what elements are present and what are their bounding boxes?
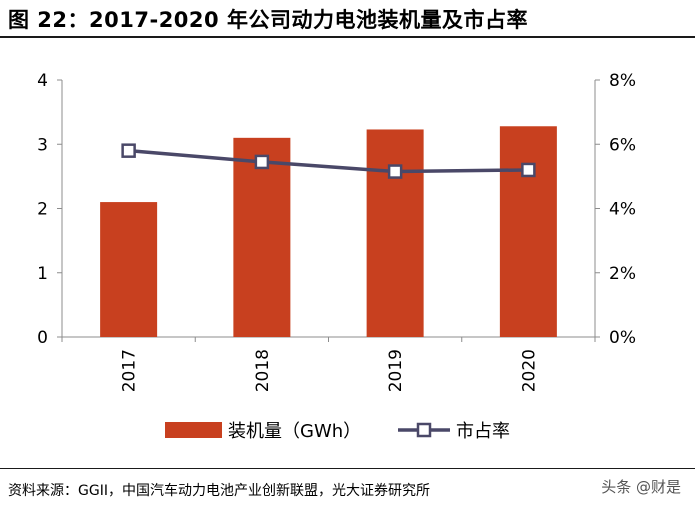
left-tick-label: 2 [37, 200, 48, 220]
bar-2020 [499, 126, 557, 337]
left-tick-label: 1 [37, 264, 48, 284]
legend-bar-label: 装机量（GWh） [228, 421, 361, 442]
x-tick-label-2019: 2019 [386, 349, 406, 392]
combo-chart: 0 1 2 3 4 0% 2% 4% 6% 8% 2017 2018 2019 2020 装机量（GWh… [37, 71, 636, 442]
legend-line-label: 市占率 [456, 421, 510, 442]
left-tick-label: 4 [37, 71, 48, 91]
legend-bar-swatch [165, 422, 222, 438]
source-rule [0, 468, 695, 469]
share-line [128, 148, 529, 174]
x-tick-labels: 2017 2018 2019 2020 [120, 349, 540, 392]
line-series [121, 143, 536, 179]
source-note: 资料来源：GGII，中国汽车动力电池产业创新联盟，光大证券研究所 [8, 483, 430, 499]
left-tick-label: 0 [37, 328, 48, 348]
figure-title: 图 22：2017-2020 年公司动力电池装机量及市占率 [8, 8, 528, 32]
right-tick-label: 4% [609, 200, 636, 220]
x-tick-label-2017: 2017 [120, 349, 140, 392]
x-tick-label-2020: 2020 [519, 349, 539, 392]
bar-series [100, 126, 557, 337]
share-point-2017 [121, 143, 136, 158]
share-point-2018 [254, 154, 270, 170]
watermark: 头条 @财是 [601, 478, 681, 496]
bar-2017 [100, 202, 158, 337]
title-rule [0, 36, 695, 38]
left-tick-label: 3 [37, 135, 48, 155]
chart-legend: 装机量（GWh） 市占率 [165, 421, 510, 442]
right-tick-label: 0% [609, 328, 636, 348]
legend-line-marker [416, 422, 432, 438]
bar-2018 [233, 137, 291, 337]
bar-2019 [366, 129, 424, 337]
right-tick-label: 6% [609, 135, 636, 155]
x-tick-label-2018: 2018 [253, 349, 273, 392]
share-point-2020 [521, 162, 536, 178]
share-point-2019 [387, 164, 403, 179]
right-tick-label: 8% [609, 71, 636, 91]
right-tick-label: 2% [609, 264, 636, 284]
